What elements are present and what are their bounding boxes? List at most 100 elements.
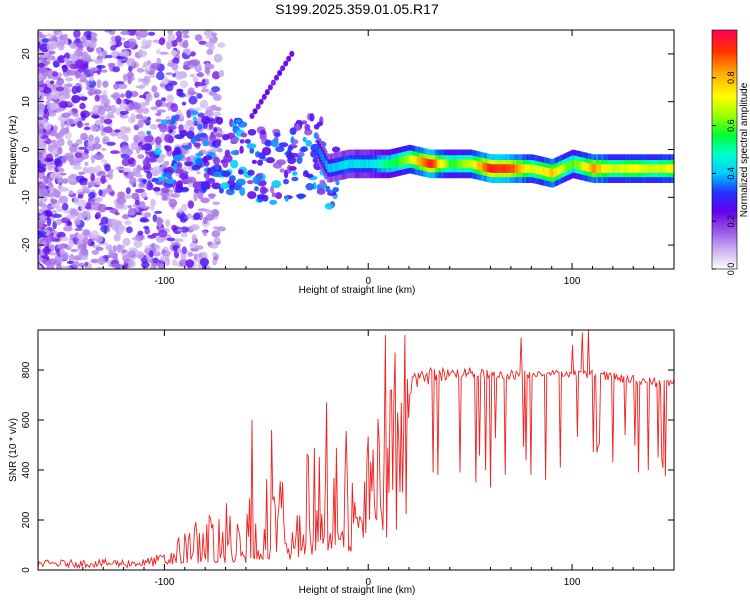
spectrogram-signal-blob (247, 169, 255, 176)
spectrogram-ridge-cell (454, 159, 457, 169)
spectrogram-ridge-cell (328, 164, 331, 173)
spectrogram-noise-blob (76, 233, 86, 240)
spectrogram-noise-blob (123, 194, 132, 199)
spectrogram-noise-blob (72, 162, 81, 167)
x-tick-label: 0 (365, 276, 371, 287)
spectrogram-ridge-cell (433, 159, 436, 169)
spectrogram-noise-blob (103, 118, 113, 125)
spectrogram-noise-blob (56, 263, 62, 269)
spectrogram-noise-blob (189, 242, 197, 249)
spectrogram-noise-blob (42, 87, 52, 94)
spectrogram-ridge-cell (526, 164, 528, 173)
spectrogram-signal-blob (239, 145, 244, 154)
spectrogram-noise-blob (78, 199, 87, 208)
spectrogram-ridge-cell (596, 164, 599, 173)
spectrogram-noise-blob (96, 79, 102, 88)
spectrogram-signal-blob (247, 129, 257, 136)
spectrogram-noise-blob (211, 32, 217, 37)
spectrogram-noise-blob (48, 50, 56, 55)
spectrogram-signal-blob (239, 187, 246, 196)
spectrogram-signal-blob (221, 170, 231, 177)
spectrogram-noise-blob (123, 73, 128, 82)
spectrogram-ridge-cell (576, 160, 579, 170)
spectrogram-noise-blob (205, 36, 215, 39)
spectrogram-noise-blob (115, 55, 126, 60)
spectrogram-ridge-cell (470, 159, 473, 169)
spectrogram-noise-blob (116, 244, 122, 253)
spectrogram-noise-blob (90, 258, 99, 264)
spectrogram-noise-blob (38, 199, 42, 204)
spectrogram-signal-blob (161, 119, 168, 126)
spectrogram-noise-blob (180, 226, 189, 233)
spectrogram-noise-blob (150, 62, 161, 69)
spectrogram-ridge-cell (390, 159, 393, 168)
spectrogram-noise-blob (120, 114, 129, 119)
spectrogram-noise-blob (57, 32, 64, 36)
spectrogram-noise-blob (88, 192, 96, 199)
spectrogram-ridge-cell (449, 159, 452, 169)
spectrogram-noise-blob (171, 62, 179, 71)
spectrogram-noise-blob (150, 203, 155, 211)
spectrogram-noise-blob (61, 112, 71, 118)
spectrogram-side-feature (274, 74, 279, 81)
spectrogram-ridge-cell (499, 164, 502, 173)
spectrogram-noise-blob (43, 210, 48, 214)
spectrogram-signal-blob (291, 176, 299, 182)
spectrogram-noise-blob (121, 168, 131, 172)
spectrogram-noise-blob (111, 263, 122, 269)
spectrogram-ridge-cell (646, 164, 649, 173)
spectrogram-noise-blob (189, 51, 196, 57)
spectrogram-ridge-cell (630, 164, 633, 173)
spectrogram-signal-blob (192, 116, 198, 122)
y-tick-label: 20 (21, 48, 32, 60)
spectrogram-x-label: Height of straight line (km) (299, 285, 416, 296)
spectrogram-noise-blob (127, 210, 136, 216)
spectrogram-noise-blob (155, 99, 163, 108)
spectrogram-side-feature (289, 50, 295, 57)
spectrogram-noise-blob (52, 125, 58, 133)
spectrogram-noise-blob (60, 251, 69, 261)
spectrogram-signal-blob (283, 178, 289, 185)
spectrogram-noise-blob (47, 162, 53, 171)
spectrogram-signal-blob (332, 187, 340, 193)
spectrogram-ridge-cell (361, 159, 364, 169)
spectrogram-noise-blob (53, 158, 61, 166)
spectrogram-ridge-cell (343, 160, 346, 170)
spectrogram-signal-blob (273, 132, 281, 138)
spectrogram-noise-blob (74, 228, 83, 231)
spectrogram-ridge-cell (411, 155, 414, 164)
colorbar-ticks: 0.0 0.2 0.4 0.6 0.8 (712, 72, 736, 275)
spectrogram-signal-blob (300, 146, 308, 152)
spectrogram-noise-blob (38, 124, 41, 130)
spectrogram-ridge-cell (464, 159, 466, 169)
spectrogram-signal-blob (324, 202, 334, 210)
spectrogram-signal-blob (240, 132, 248, 138)
spectrogram-noise-blob (137, 77, 143, 83)
spectrogram-noise-blob (80, 110, 90, 118)
spectrogram-noise-blob (94, 197, 103, 203)
spectrogram-ridge-cell (661, 164, 664, 173)
spectrogram-noise-blob (135, 114, 144, 120)
spectrogram-ridge-cell (649, 164, 652, 173)
spectrogram-noise-blob (174, 238, 184, 243)
spectrogram-signal-blob (296, 155, 303, 164)
spectrogram-signal-blob (197, 123, 203, 130)
spectrogram-noise-blob (104, 105, 113, 112)
spectrogram-noise-blob (134, 199, 140, 206)
spectrogram-noise-blob (93, 111, 99, 115)
snr-x-axis: -100 0 100 (82, 330, 655, 588)
spectrogram-noise-blob (170, 192, 181, 199)
colorbar-tick-label: 0.4 (726, 167, 736, 180)
spectrogram-noise-blob (54, 254, 62, 264)
spectrogram-noise-blob (52, 213, 62, 218)
spectrogram-ridge-cell (478, 161, 481, 171)
spectrogram-ridge-cell (656, 164, 659, 173)
spectrogram-noise-blob (116, 58, 122, 68)
spectrogram-ridge-cell (408, 154, 411, 164)
spectrogram-noise-blob (153, 251, 161, 257)
spectrogram-ridge-cell (586, 162, 589, 172)
spectrogram-noise-blob (124, 258, 129, 264)
spectrogram-noise-blob (38, 67, 47, 74)
spectrogram-noise-blob (93, 89, 102, 95)
spectrogram-noise-blob (101, 147, 107, 152)
